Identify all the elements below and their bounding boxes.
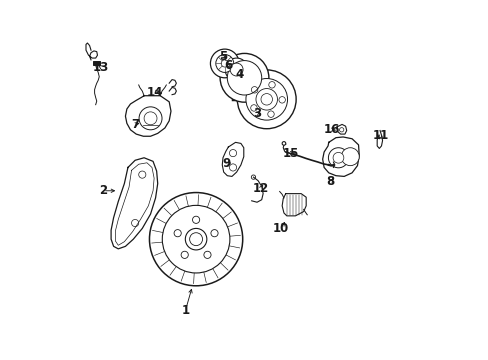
Circle shape bbox=[341, 148, 359, 166]
Polygon shape bbox=[282, 194, 305, 216]
Circle shape bbox=[230, 63, 243, 76]
Text: 8: 8 bbox=[326, 175, 334, 188]
Text: 9: 9 bbox=[222, 157, 230, 170]
Text: 7: 7 bbox=[131, 118, 139, 131]
Text: 11: 11 bbox=[372, 129, 388, 142]
Circle shape bbox=[328, 148, 348, 168]
Circle shape bbox=[185, 228, 206, 250]
Text: 12: 12 bbox=[252, 183, 268, 195]
Circle shape bbox=[261, 94, 272, 105]
Polygon shape bbox=[125, 96, 171, 136]
Text: 2: 2 bbox=[99, 184, 107, 197]
Text: 10: 10 bbox=[272, 222, 288, 235]
Circle shape bbox=[332, 152, 343, 163]
Text: 6: 6 bbox=[224, 59, 232, 72]
Text: 13: 13 bbox=[93, 60, 109, 73]
Circle shape bbox=[237, 70, 296, 129]
Circle shape bbox=[149, 193, 242, 286]
Circle shape bbox=[162, 205, 229, 273]
Text: 1: 1 bbox=[181, 305, 189, 318]
Circle shape bbox=[255, 89, 277, 110]
Circle shape bbox=[210, 49, 239, 78]
Polygon shape bbox=[222, 142, 244, 176]
Circle shape bbox=[189, 233, 202, 246]
Circle shape bbox=[139, 107, 162, 130]
Circle shape bbox=[227, 60, 261, 95]
Text: 14: 14 bbox=[146, 86, 163, 99]
Bar bbox=[93, 61, 100, 65]
Text: 15: 15 bbox=[283, 147, 299, 159]
Text: 4: 4 bbox=[235, 68, 243, 81]
Polygon shape bbox=[322, 137, 359, 176]
Text: 5: 5 bbox=[219, 50, 226, 63]
Circle shape bbox=[282, 141, 285, 145]
Circle shape bbox=[144, 112, 157, 125]
Circle shape bbox=[245, 78, 287, 120]
Polygon shape bbox=[336, 125, 346, 134]
Text: 3: 3 bbox=[252, 107, 261, 120]
Circle shape bbox=[224, 58, 247, 81]
Circle shape bbox=[221, 60, 228, 67]
Circle shape bbox=[220, 53, 268, 102]
Text: 16: 16 bbox=[324, 123, 340, 136]
Circle shape bbox=[215, 54, 233, 72]
Polygon shape bbox=[111, 158, 158, 249]
